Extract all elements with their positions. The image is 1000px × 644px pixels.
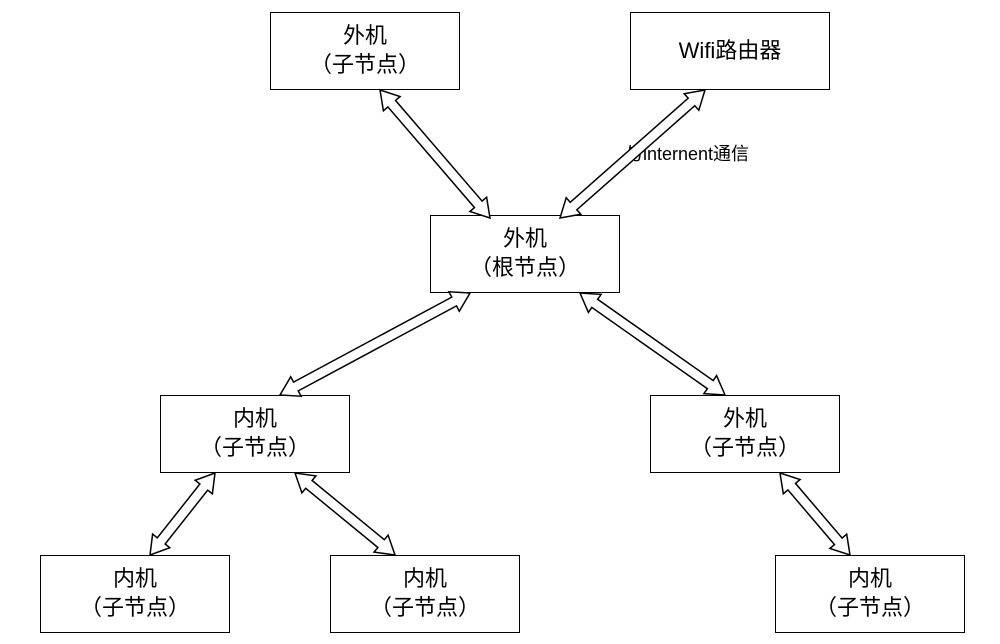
node-label-line2: （根节点） (470, 254, 580, 283)
node-label-line1: 内机 (403, 565, 447, 594)
node-label-line1: 内机 (113, 565, 157, 594)
node-label-line1: Wifi路由器 (679, 37, 782, 66)
node-outdoor-child-midright: 外机 （子节点） (650, 395, 840, 473)
node-label-line1: 内机 (848, 565, 892, 594)
node-label-line1: 内机 (233, 405, 277, 434)
node-label-line2: （子节点） (370, 594, 480, 623)
node-label-line2: （子节点） (815, 594, 925, 623)
node-indoor-child-bottommid: 内机 （子节点） (330, 555, 520, 633)
node-outdoor-root: 外机 （根节点） (430, 215, 620, 293)
node-label-line2: （子节点） (200, 434, 310, 463)
node-label-line1: 外机 (343, 22, 387, 51)
node-label-line2: （子节点） (80, 594, 190, 623)
node-label-line2: （子节点） (690, 434, 800, 463)
node-indoor-child-bottomright: 内机 （子节点） (775, 555, 965, 633)
node-label-line2: （子节点） (310, 51, 420, 80)
node-wifi-router: Wifi路由器 (630, 12, 830, 90)
node-indoor-child-midleft: 内机 （子节点） (160, 395, 350, 473)
node-label-line1: 外机 (503, 225, 547, 254)
node-indoor-child-bottomleft: 内机 （子节点） (40, 555, 230, 633)
diagram-arrows (0, 0, 1000, 644)
node-label-line1: 外机 (723, 405, 767, 434)
edge-label-internet: 与internent通信 (625, 140, 749, 166)
node-outdoor-child-top: 外机 （子节点） (270, 12, 460, 90)
